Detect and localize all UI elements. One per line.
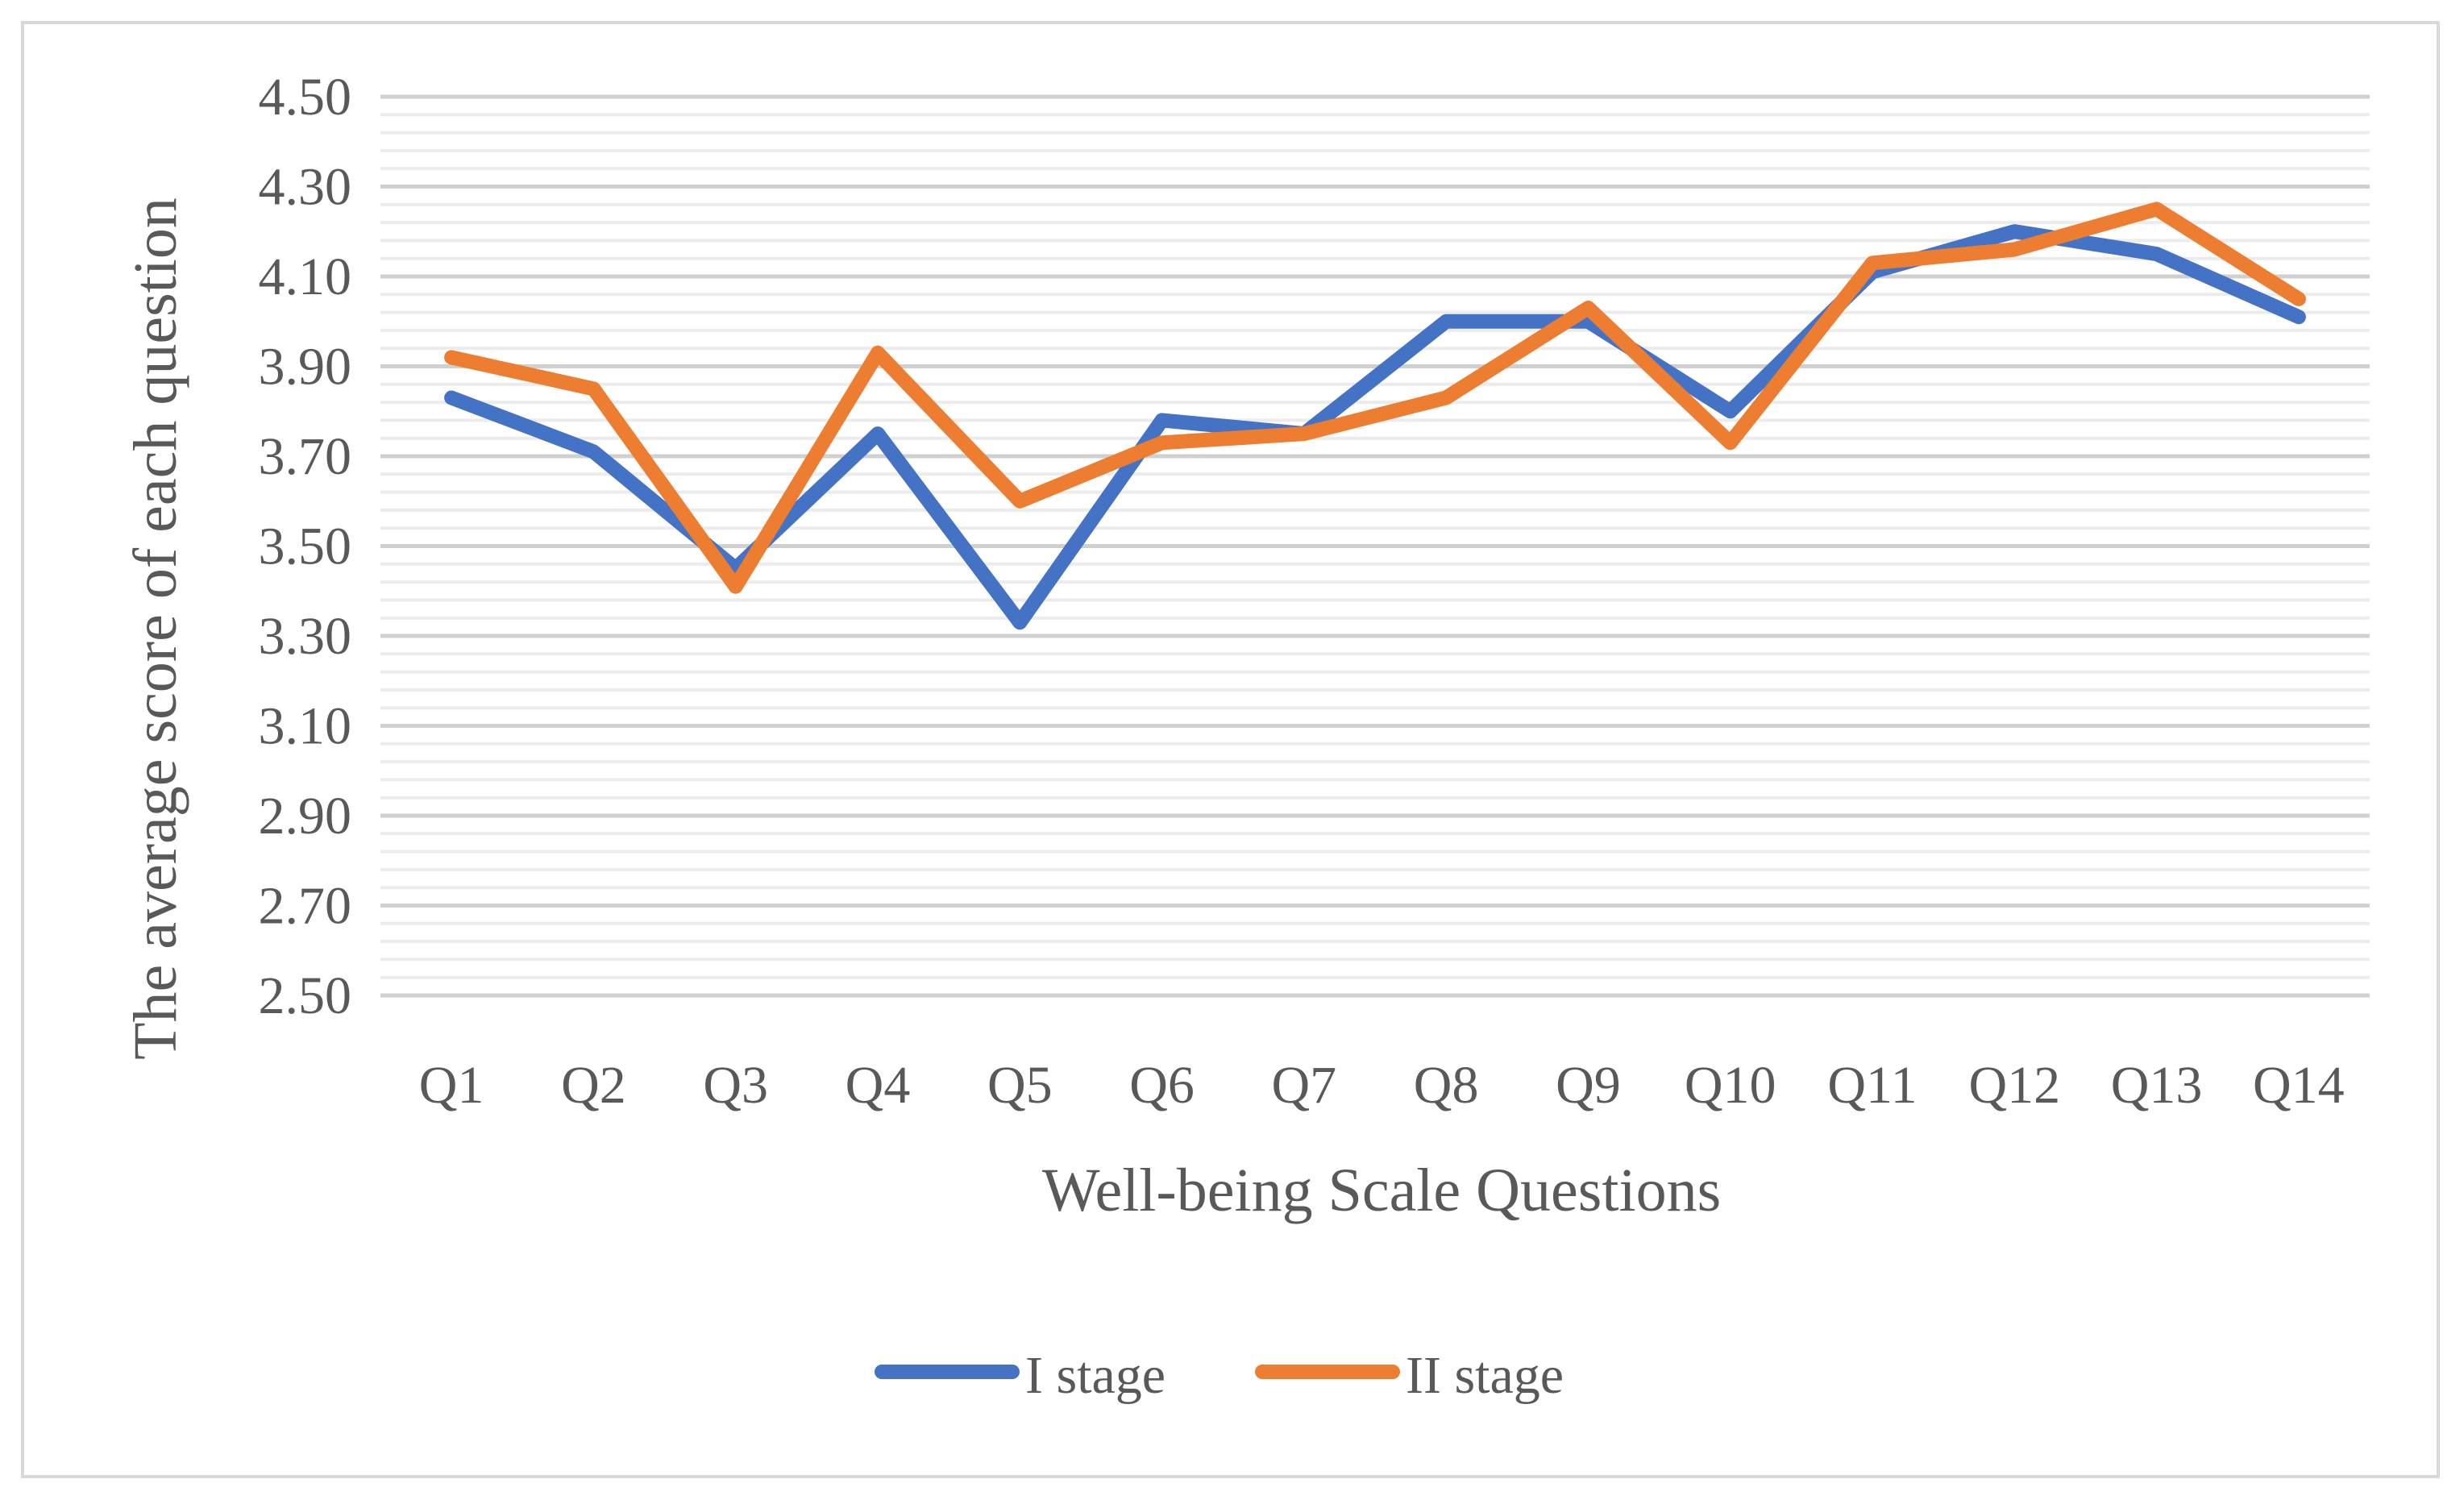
x-tick-label: Q4 bbox=[846, 1056, 911, 1115]
y-axis-title: The average score of each question bbox=[122, 197, 189, 1060]
y-tick-label: 4.30 bbox=[259, 158, 352, 217]
legend-label-i-stage: I stage bbox=[1025, 1346, 1166, 1405]
x-tick-labels: Q1 Q2 Q3 Q4 Q5 Q6 Q7 Q8 Q9 Q10 Q11 Q12 Q13 Q14 bbox=[419, 1056, 2345, 1115]
y-tick-label: 3.10 bbox=[259, 697, 352, 756]
x-tick-label: Q9 bbox=[1556, 1056, 1621, 1115]
x-axis-title: Well-being Scale Questions bbox=[1042, 1157, 1721, 1224]
y-tick-label: 2.70 bbox=[259, 877, 352, 936]
y-tick-label: 4.10 bbox=[259, 247, 352, 306]
y-tick-label: 4.50 bbox=[259, 68, 352, 127]
x-tick-label: Q2 bbox=[561, 1056, 626, 1115]
y-tick-label: 2.90 bbox=[259, 787, 352, 845]
x-tick-label: Q8 bbox=[1414, 1056, 1479, 1115]
series-line-ii-stage bbox=[444, 202, 2306, 594]
x-tick-label: Q10 bbox=[1685, 1056, 1776, 1115]
legend: I stage II stage bbox=[875, 1346, 1564, 1405]
legend-label-ii-stage: II stage bbox=[1406, 1346, 1564, 1405]
x-tick-label: Q3 bbox=[703, 1056, 768, 1115]
x-tick-label: Q5 bbox=[987, 1056, 1053, 1115]
chart-frame bbox=[21, 21, 2440, 1478]
x-tick-label: Q1 bbox=[419, 1056, 484, 1115]
y-tick-label: 3.90 bbox=[259, 338, 352, 397]
y-tick-labels: 4.50 4.30 4.10 3.90 3.70 3.50 3.30 3.10 2.90 2.70… bbox=[259, 68, 352, 1025]
x-tick-label: Q13 bbox=[2111, 1056, 2203, 1115]
x-tick-label: Q14 bbox=[2253, 1056, 2345, 1115]
x-tick-label: Q7 bbox=[1272, 1056, 1337, 1115]
y-tick-label: 2.50 bbox=[259, 966, 352, 1025]
y-tick-label: 3.70 bbox=[259, 427, 352, 486]
y-tick-label: 3.50 bbox=[259, 517, 352, 576]
series-lines bbox=[444, 202, 2306, 630]
x-tick-label: Q6 bbox=[1129, 1056, 1195, 1115]
x-tick-label: Q12 bbox=[1968, 1056, 2060, 1115]
x-tick-label: Q11 bbox=[1827, 1056, 1917, 1115]
y-tick-label: 3.30 bbox=[259, 607, 352, 666]
